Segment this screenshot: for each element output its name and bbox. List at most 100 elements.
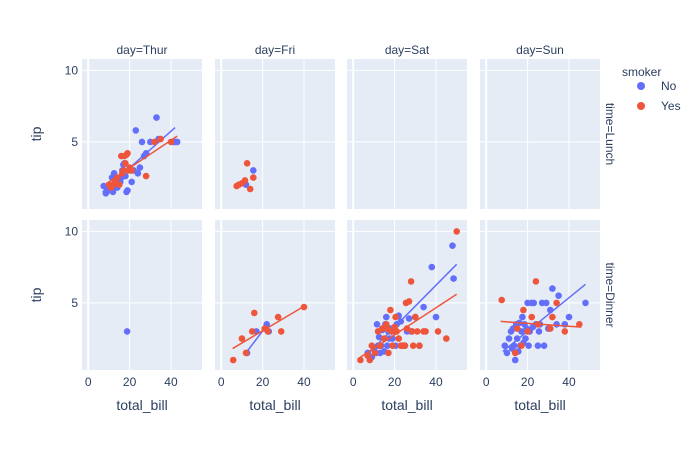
data-point-no[interactable]: [501, 342, 509, 350]
data-point-yes[interactable]: [241, 177, 249, 184]
data-point-no[interactable]: [373, 321, 381, 328]
data-point-yes[interactable]: [498, 296, 506, 304]
data-point-no[interactable]: [522, 335, 529, 342]
legend-entry-no[interactable]: No: [637, 79, 677, 93]
data-point-no[interactable]: [534, 342, 542, 350]
data-point-yes[interactable]: [389, 342, 396, 350]
data-point-yes[interactable]: [229, 356, 237, 364]
data-point-yes[interactable]: [157, 135, 164, 143]
trendline-yes[interactable]: [232, 305, 306, 350]
data-point-yes[interactable]: [453, 228, 461, 235]
data-point-yes[interactable]: [151, 138, 158, 146]
data-point-no[interactable]: [449, 242, 456, 249]
data-point-no[interactable]: [173, 138, 181, 146]
data-point-yes[interactable]: [561, 328, 569, 335]
data-point-no[interactable]: [153, 114, 160, 121]
data-point-yes[interactable]: [246, 185, 254, 193]
data-point-yes[interactable]: [128, 167, 135, 174]
data-point-yes[interactable]: [416, 342, 423, 350]
data-point-no[interactable]: [420, 303, 427, 311]
data-point-no[interactable]: [132, 127, 140, 134]
data-point-no[interactable]: [128, 178, 135, 186]
data-point-no[interactable]: [123, 328, 131, 335]
data-point-yes[interactable]: [392, 313, 399, 321]
trendline-yes[interactable]: [360, 293, 458, 358]
data-point-yes[interactable]: [549, 313, 556, 321]
trendline-yes[interactable]: [500, 320, 582, 328]
data-point-yes[interactable]: [443, 335, 450, 342]
data-point-yes[interactable]: [511, 349, 519, 357]
data-point-yes[interactable]: [366, 356, 374, 364]
data-point-yes[interactable]: [115, 181, 123, 188]
data-point-yes[interactable]: [409, 342, 417, 350]
data-point-yes[interactable]: [167, 138, 175, 146]
data-point-no[interactable]: [503, 349, 511, 357]
trendline-yes[interactable]: [108, 135, 178, 183]
data-point-yes[interactable]: [238, 335, 246, 342]
data-point-yes[interactable]: [142, 172, 150, 180]
data-point-yes[interactable]: [547, 325, 554, 332]
data-point-yes[interactable]: [576, 321, 583, 328]
data-point-no[interactable]: [530, 299, 538, 307]
data-point-yes[interactable]: [434, 328, 442, 335]
data-point-no[interactable]: [450, 275, 457, 282]
data-point-yes[interactable]: [414, 328, 421, 335]
data-point-yes[interactable]: [385, 349, 392, 357]
data-point-yes[interactable]: [408, 328, 416, 335]
data-point-no[interactable]: [553, 321, 560, 328]
data-point-yes[interactable]: [405, 298, 413, 305]
data-point-no[interactable]: [138, 138, 146, 146]
data-point-no[interactable]: [134, 170, 142, 177]
data-point-yes[interactable]: [243, 160, 251, 167]
data-point-no[interactable]: [250, 167, 257, 174]
data-point-no[interactable]: [384, 342, 391, 350]
data-point-yes[interactable]: [553, 299, 560, 307]
data-point-yes[interactable]: [520, 306, 527, 314]
data-point-yes[interactable]: [387, 306, 394, 314]
data-point-yes[interactable]: [277, 328, 285, 335]
data-point-yes[interactable]: [378, 325, 386, 332]
data-point-yes[interactable]: [120, 167, 127, 174]
legend-entry-yes[interactable]: Yes: [637, 99, 681, 113]
data-point-no[interactable]: [549, 285, 556, 292]
data-point-yes[interactable]: [264, 328, 272, 335]
data-point-yes[interactable]: [274, 313, 282, 321]
data-point-no[interactable]: [383, 313, 390, 321]
data-point-no[interactable]: [136, 164, 144, 171]
data-point-no[interactable]: [540, 342, 548, 350]
data-point-yes[interactable]: [395, 335, 403, 342]
data-point-yes[interactable]: [528, 313, 535, 321]
data-point-no[interactable]: [124, 187, 131, 194]
data-point-yes[interactable]: [532, 278, 540, 285]
data-point-yes[interactable]: [371, 349, 379, 357]
data-point-no[interactable]: [375, 333, 383, 341]
data-point-no[interactable]: [405, 315, 413, 322]
trendline-no[interactable]: [502, 283, 586, 353]
data-point-yes[interactable]: [368, 342, 376, 350]
data-point-yes[interactable]: [248, 328, 256, 335]
data-point-no[interactable]: [519, 313, 526, 321]
data-point-yes[interactable]: [251, 309, 258, 317]
data-point-yes[interactable]: [407, 278, 415, 285]
data-point-yes[interactable]: [524, 328, 531, 335]
data-point-yes[interactable]: [513, 325, 521, 332]
data-point-yes[interactable]: [124, 150, 131, 157]
data-point-no[interactable]: [535, 328, 543, 335]
data-point-no[interactable]: [525, 342, 532, 350]
data-point-yes[interactable]: [122, 160, 129, 167]
data-point-no[interactable]: [511, 356, 519, 364]
data-point-yes[interactable]: [250, 174, 257, 181]
data-point-no[interactable]: [565, 313, 573, 321]
data-point-yes[interactable]: [401, 342, 409, 350]
data-point-no[interactable]: [428, 263, 436, 271]
data-point-no[interactable]: [582, 299, 589, 307]
data-point-no[interactable]: [542, 299, 550, 307]
data-point-no[interactable]: [505, 335, 513, 342]
data-point-yes[interactable]: [422, 328, 429, 335]
data-point-yes[interactable]: [518, 342, 525, 350]
data-point-yes[interactable]: [412, 313, 419, 321]
data-point-yes[interactable]: [242, 349, 250, 357]
data-point-yes[interactable]: [357, 356, 364, 364]
data-point-no[interactable]: [432, 313, 440, 321]
data-point-no[interactable]: [555, 292, 562, 300]
